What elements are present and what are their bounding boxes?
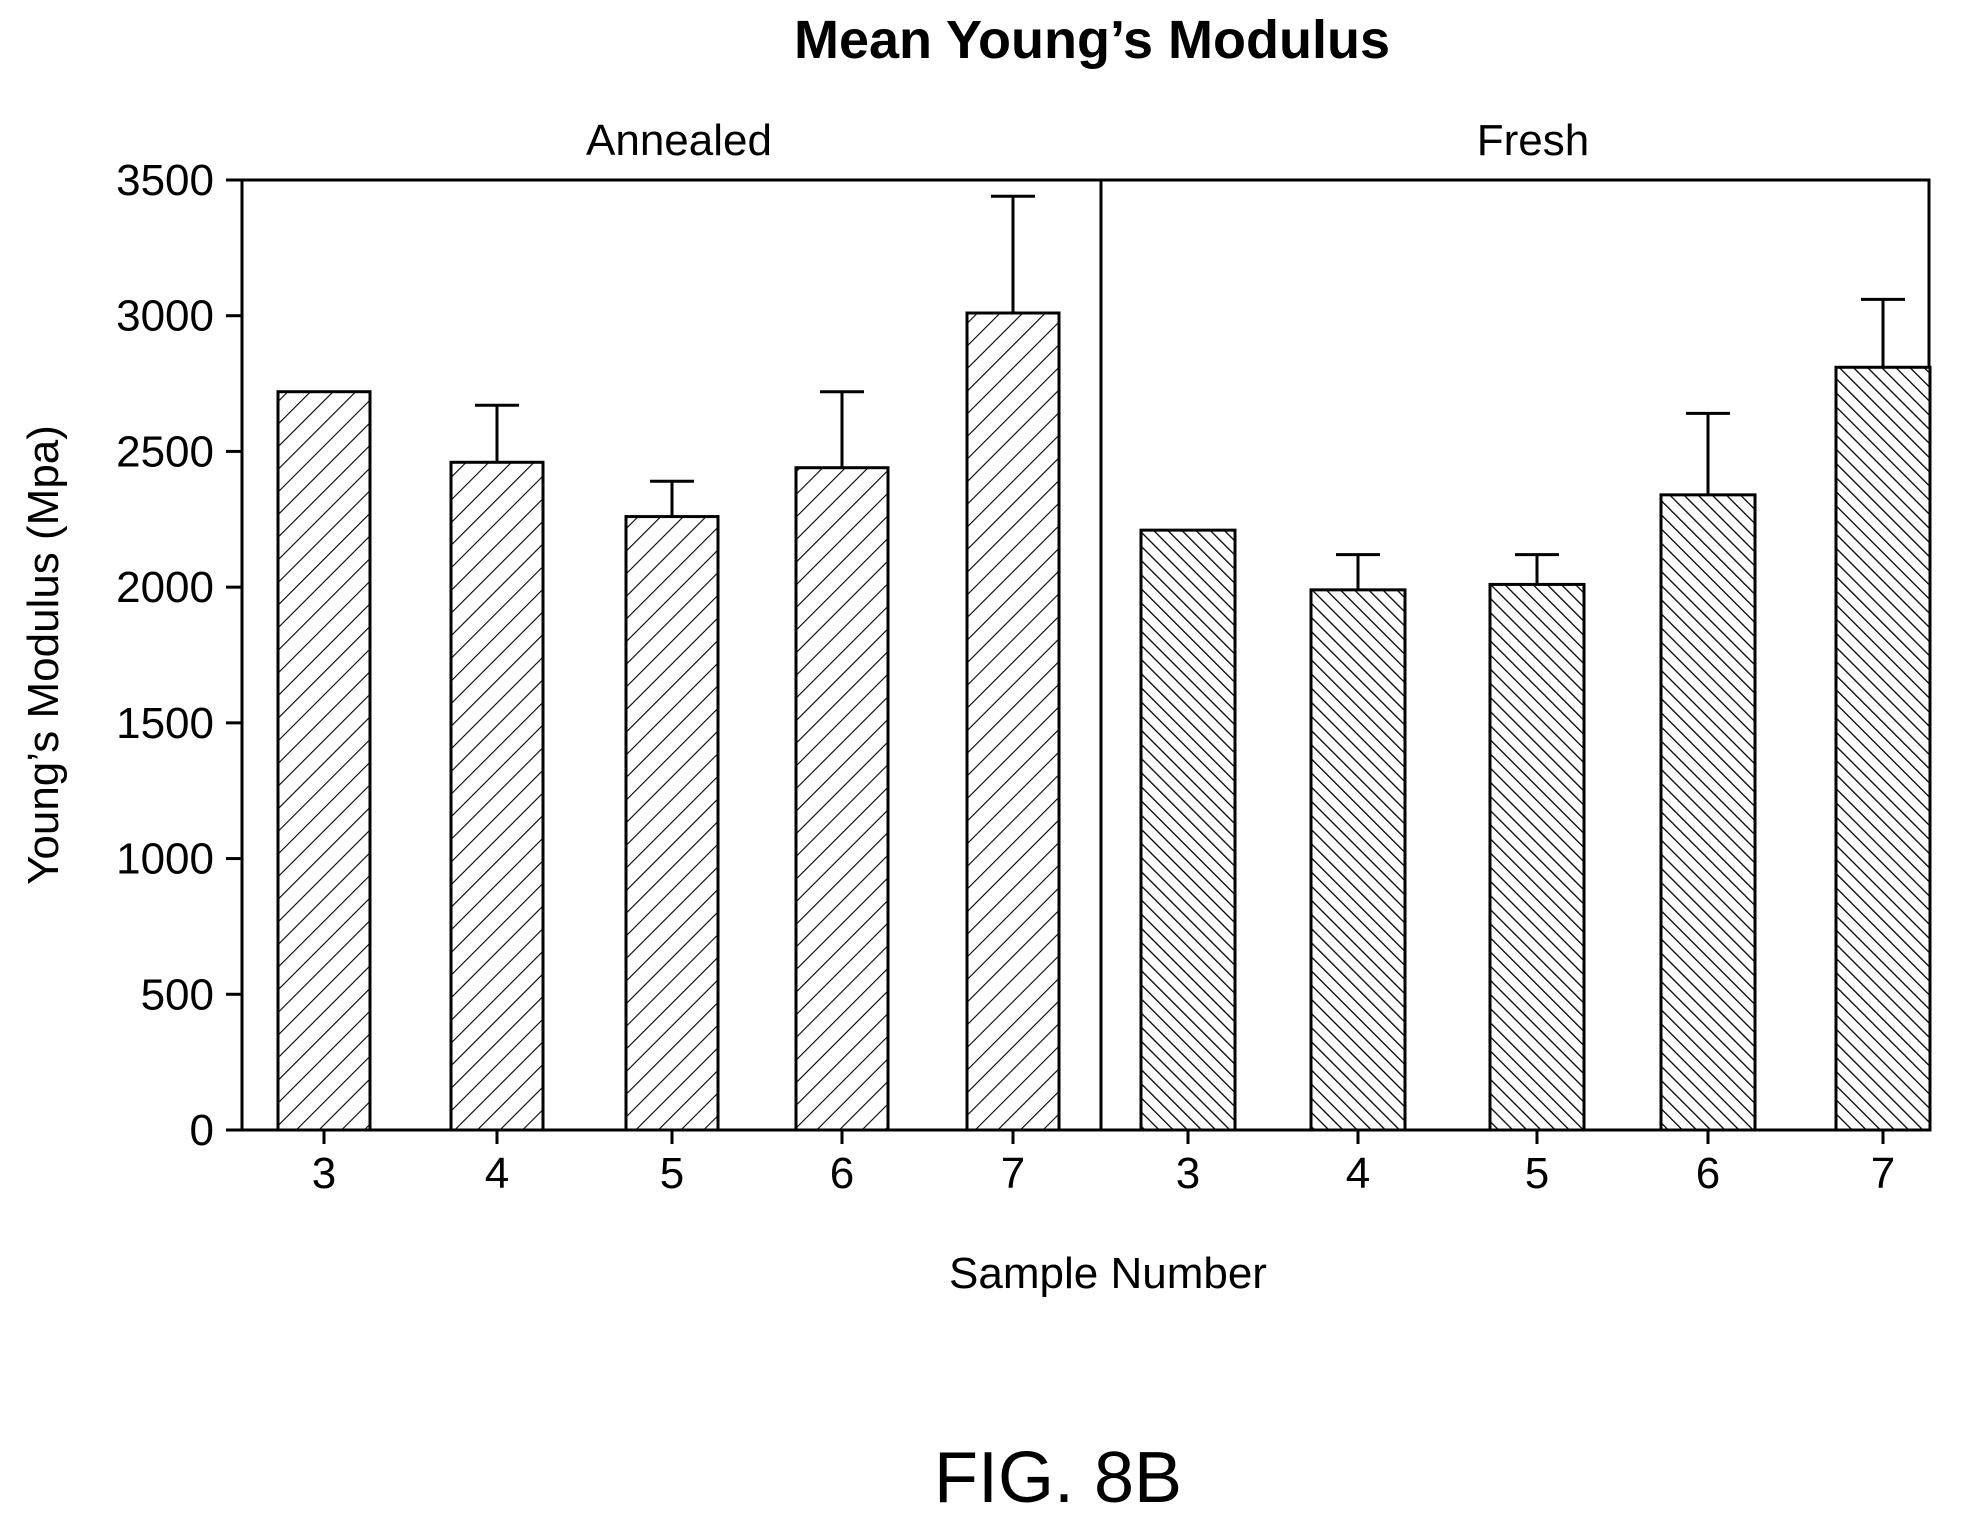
y-tick-label: 2000 [116,563,214,612]
x-tick-label-fresh-6: 6 [1696,1149,1720,1198]
x-tick-label-annealed-5: 5 [660,1149,684,1198]
x-tick-label-annealed-4: 4 [485,1149,509,1198]
bar-annealed-6 [794,466,890,1132]
y-tick-label: 2500 [116,427,214,476]
bar-fresh-3 [1139,528,1237,1132]
bar-fresh-6 [1659,493,1757,1132]
x-axis-label: Sample Number [949,1249,1267,1298]
y-tick-label: 1500 [116,699,214,748]
x-tick-label-fresh-3: 3 [1176,1149,1200,1198]
bar-fresh-4 [1309,588,1407,1132]
x-tick-label-fresh-5: 5 [1525,1149,1549,1198]
x-tick-label-fresh-7: 7 [1871,1149,1895,1198]
y-axis-label: Young’s Modulus (Mpa) [19,425,68,885]
bar-fresh-7 [1834,365,1932,1132]
y-tick-label: 500 [141,970,214,1019]
y-tick-label: 1000 [116,835,214,884]
y-tick-label: 3000 [116,292,214,341]
panel-label-annealed: Annealed [586,116,772,165]
bar-annealed-3 [276,390,372,1132]
bar-annealed-5 [624,515,720,1132]
y-tick-label: 0 [190,1106,214,1155]
panel-label-fresh: Fresh [1477,116,1589,165]
bar-annealed-4 [449,460,545,1132]
x-tick-label-fresh-4: 4 [1346,1149,1370,1198]
bars [276,194,1932,1132]
x-tick-label-annealed-7: 7 [1001,1149,1025,1198]
y-tick-label: 3500 [116,156,214,205]
bar-fresh-5 [1488,582,1586,1132]
bar-annealed-7 [965,311,1061,1132]
x-tick-label-annealed-6: 6 [830,1149,854,1198]
y-axis: 0 500 1000 1500 2000 2500 3000 3500 [116,156,242,1155]
x-tick-label-annealed-3: 3 [312,1149,336,1198]
chart-title: Mean Young’s Modulus [794,10,1390,70]
x-axis-ticks: 3 4 5 6 7 3 4 5 6 7 [312,1130,1895,1198]
figure-label: FIG. 8B [934,1438,1182,1518]
